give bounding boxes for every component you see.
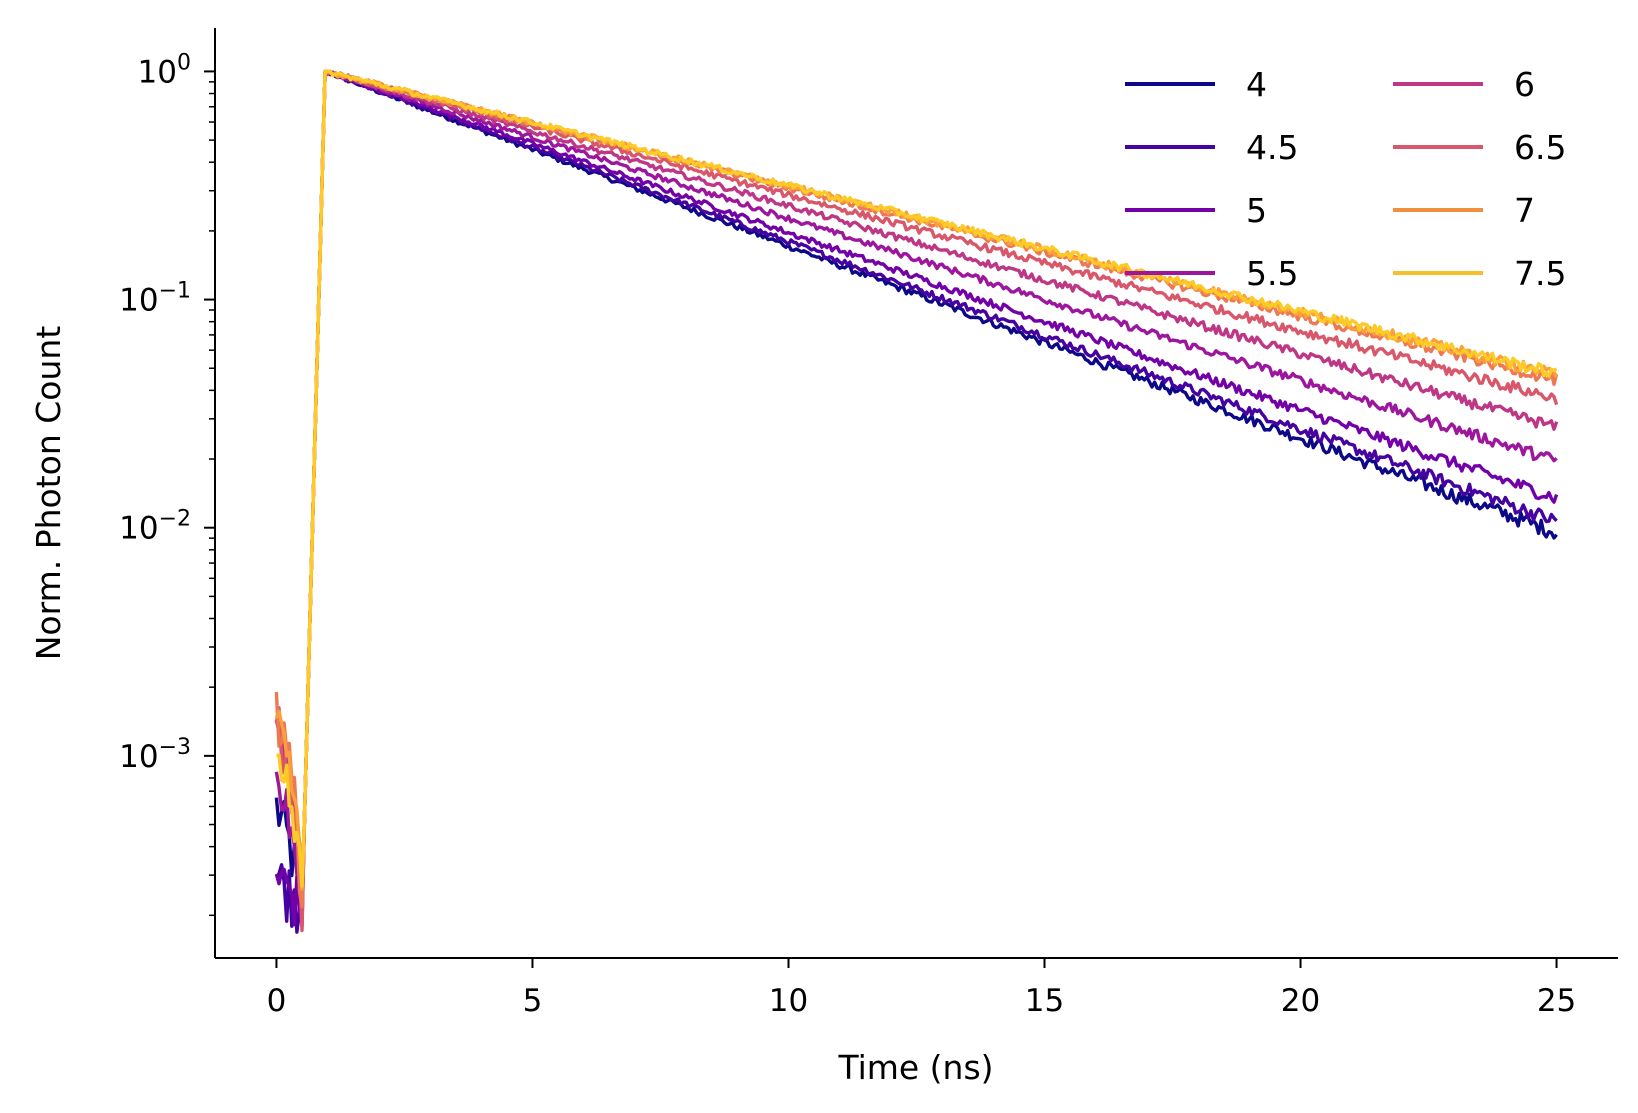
x-tick-label: 10 — [769, 983, 808, 1019]
legend-label: 5.5 — [1246, 254, 1298, 293]
x-tick-label: 0 — [267, 983, 287, 1019]
x-tick-label: 20 — [1281, 983, 1320, 1019]
legend-label: 4.5 — [1246, 128, 1298, 167]
ticks-layer: 0 5 10 15 20 25 100 10−1 10−2 10−3 — [119, 50, 1576, 1019]
series-line-6 — [274, 69, 1559, 909]
series-line-0 — [274, 69, 1558, 895]
legend-label: 7.5 — [1514, 254, 1566, 293]
x-tick-label: 15 — [1025, 983, 1064, 1019]
series-line-7 — [274, 69, 1559, 891]
series-line-4 — [274, 69, 1559, 928]
y-axis-title: Norm. Photon Count — [29, 326, 68, 661]
series-layer — [274, 69, 1559, 934]
legend-label: 4 — [1246, 65, 1267, 104]
series-line-5 — [274, 69, 1559, 933]
legend-label: 7 — [1514, 191, 1535, 230]
legend-label: 5 — [1246, 191, 1267, 230]
legend-label: 6 — [1514, 65, 1535, 104]
x-tick-label: 25 — [1537, 983, 1576, 1019]
series-line-3 — [274, 69, 1558, 915]
axes-layer — [214, 28, 1618, 959]
y-tick-label: 10−2 — [119, 507, 191, 547]
x-tick-label: 5 — [523, 983, 543, 1019]
legend-label: 6.5 — [1514, 128, 1566, 167]
x-axis-title: Time (ns) — [837, 1048, 993, 1087]
y-tick-label: 10−3 — [119, 735, 191, 775]
series-line-8 — [276, 69, 1558, 888]
series-line-1 — [275, 70, 1558, 934]
series-line-2 — [274, 69, 1559, 927]
y-tick-label: 100 — [138, 50, 191, 90]
y-tick-label: 10−1 — [119, 279, 191, 319]
legend: 4 4.5 5 5.5 6 6.5 7 7.5 — [1125, 65, 1566, 293]
